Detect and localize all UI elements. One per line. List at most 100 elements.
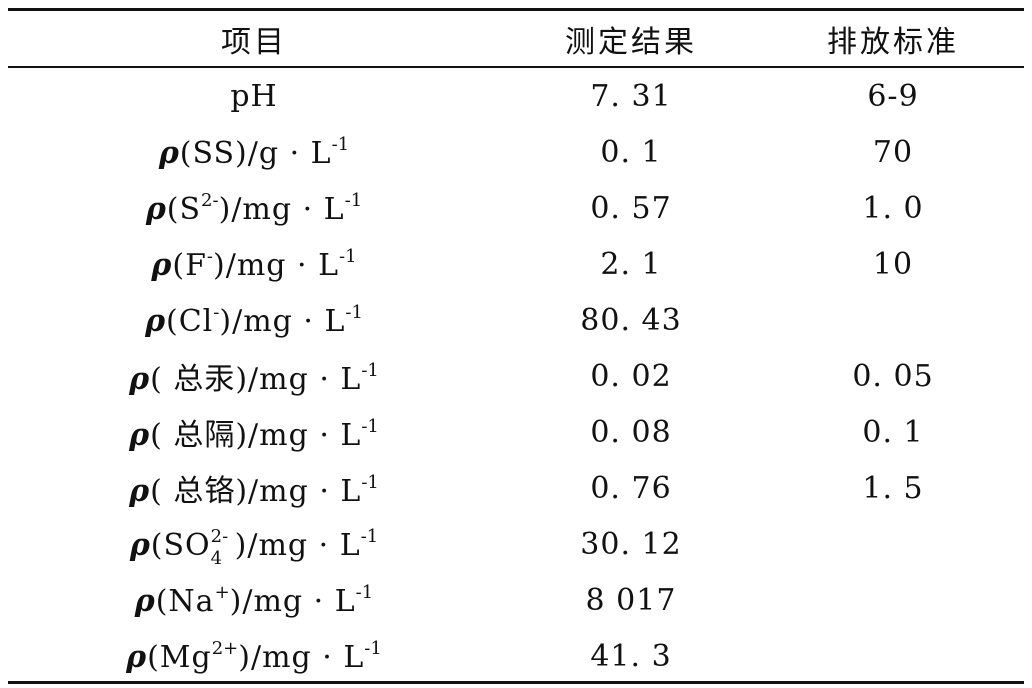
table-row: ρ( 总隔)/mg · L-1 0. 08 0. 1 bbox=[8, 404, 1024, 460]
table-row: ρ(Mg2+)/mg · L-1 41. 3 bbox=[8, 628, 1024, 684]
table-bottom-rule bbox=[8, 681, 1024, 684]
species-close: ) bbox=[213, 247, 226, 283]
unit-label: /mg · L bbox=[242, 583, 356, 619]
species-label: (Cl bbox=[166, 303, 214, 339]
standard-cell bbox=[762, 572, 1024, 628]
item-cell: ρ(F-)/mg · L-1 bbox=[8, 236, 500, 292]
standard-cell: 1. 0 bbox=[862, 190, 924, 226]
standard-cell bbox=[762, 516, 1024, 572]
table-row: ρ( 总铬)/mg · L-1 0. 76 1. 5 bbox=[8, 460, 1024, 516]
species-label: ( 总隔) bbox=[150, 418, 249, 453]
unit-label: /g · L bbox=[247, 135, 332, 171]
table-row: ρ(Na+)/mg · L-1 8 017 bbox=[8, 572, 1024, 628]
data-table: 项目 测定结果 排放标准 pH 7. 31 6-9 ρ(SS)/g · L-1 0. 1… bbox=[8, 11, 1024, 684]
result-cell: 8 017 bbox=[585, 582, 677, 618]
unit-label: /mg · L bbox=[247, 527, 361, 563]
result-cell: 0. 1 bbox=[600, 134, 662, 170]
standard-cell: 70 bbox=[872, 134, 914, 170]
density-symbol: ρ bbox=[129, 527, 151, 563]
water-quality-table: 项目 测定结果 排放标准 pH 7. 31 6-9 ρ(SS)/g · L-1 0. 1… bbox=[8, 8, 1024, 684]
unit-label: /mg · L bbox=[248, 362, 362, 397]
density-symbol: ρ bbox=[129, 362, 151, 397]
density-symbol: ρ bbox=[145, 303, 167, 339]
table-row: pH 7. 31 6-9 bbox=[8, 66, 1024, 124]
standard-cell: 0. 1 bbox=[862, 414, 924, 450]
charge-and-count: 2- 4 bbox=[211, 526, 235, 569]
species-label: (Mg bbox=[147, 639, 212, 675]
unit-label: /mg · L bbox=[232, 303, 346, 339]
result-cell: 0. 76 bbox=[590, 470, 672, 506]
table-header-row: 项目 测定结果 排放标准 bbox=[8, 11, 1024, 66]
item-cell: ρ(Mg2+)/mg · L-1 bbox=[8, 628, 500, 684]
ion-charge: 2+ bbox=[211, 637, 239, 659]
item-cell: ρ(Cl-)/mg · L-1 bbox=[8, 292, 500, 348]
unit-exponent: -1 bbox=[339, 245, 357, 267]
item-cell: ρ(S2-)/mg · L-1 bbox=[8, 180, 500, 236]
species-label: ( 总汞) bbox=[150, 362, 249, 397]
unit-exponent: -1 bbox=[331, 133, 350, 155]
result-cell: 0. 02 bbox=[590, 358, 672, 394]
species-label: (Na bbox=[155, 583, 215, 619]
species-close: ) bbox=[219, 303, 233, 339]
table-row: ρ(S2-)/mg · L-1 0. 57 1. 0 bbox=[8, 180, 1024, 236]
species-close: ) bbox=[229, 583, 243, 619]
result-cell: 0. 08 bbox=[590, 414, 672, 450]
table-row: ρ(SO 2- 4)/mg · L-1 30. 12 bbox=[8, 516, 1024, 572]
unit-label: /mg · L bbox=[225, 247, 340, 283]
ion-charge: + bbox=[214, 581, 230, 603]
ion-charge: 2- bbox=[201, 189, 219, 211]
species-label: pH bbox=[230, 78, 278, 114]
unit-exponent: -1 bbox=[360, 525, 379, 547]
item-cell: ρ(SS)/g · L-1 bbox=[8, 124, 500, 180]
density-symbol: ρ bbox=[158, 135, 180, 171]
unit-label: /mg · L bbox=[248, 418, 362, 453]
result-cell: 0. 57 bbox=[590, 190, 672, 226]
item-cell: ρ(Na+)/mg · L-1 bbox=[8, 572, 500, 628]
table-row: ρ( 总汞)/mg · L-1 0. 02 0. 05 bbox=[8, 348, 1024, 404]
table-row: ρ(Cl-)/mg · L-1 80. 43 bbox=[8, 292, 1024, 348]
standard-cell bbox=[762, 628, 1024, 684]
result-cell: 30. 12 bbox=[580, 526, 682, 562]
ion-charge: - bbox=[206, 245, 213, 267]
species-label: (SO bbox=[150, 527, 211, 563]
unit-exponent: -1 bbox=[361, 360, 379, 381]
table-row: ρ(SS)/g · L-1 0. 1 70 bbox=[8, 124, 1024, 180]
unit-exponent: -1 bbox=[355, 581, 374, 603]
standard-cell: 6-9 bbox=[867, 78, 919, 114]
item-cell: pH bbox=[8, 66, 500, 124]
unit-label: /mg · L bbox=[251, 639, 365, 675]
standard-cell: 1. 5 bbox=[862, 470, 924, 506]
result-cell: 2. 1 bbox=[600, 246, 662, 282]
species-close: ) bbox=[238, 639, 251, 675]
standard-cell: 0. 05 bbox=[852, 358, 934, 394]
species-label: (F bbox=[172, 247, 207, 283]
unit-exponent: -1 bbox=[344, 189, 363, 211]
column-header-item: 项目 bbox=[221, 24, 287, 60]
ion-charge: - bbox=[213, 301, 220, 323]
item-cell: ρ(SO 2- 4)/mg · L-1 bbox=[8, 516, 500, 572]
item-cell: ρ( 总汞)/mg · L-1 bbox=[8, 348, 500, 404]
unit-exponent: -1 bbox=[364, 637, 382, 659]
column-header-standard: 排放标准 bbox=[827, 24, 959, 60]
result-cell: 80. 43 bbox=[580, 302, 682, 338]
species-label: (S bbox=[166, 191, 202, 227]
unit-label: /mg · L bbox=[231, 191, 345, 227]
atom-count: 4 bbox=[210, 547, 223, 569]
table-top-rule bbox=[8, 8, 1024, 11]
density-symbol: ρ bbox=[151, 247, 173, 283]
column-header-result: 测定结果 bbox=[565, 24, 697, 60]
unit-exponent: -1 bbox=[361, 472, 379, 493]
unit-exponent: -1 bbox=[345, 301, 363, 323]
density-symbol: ρ bbox=[129, 418, 151, 453]
density-symbol: ρ bbox=[129, 474, 151, 509]
standard-cell bbox=[762, 292, 1024, 348]
table-body: pH 7. 31 6-9 ρ(SS)/g · L-1 0. 1 70 ρ(S2-)/mg ·… bbox=[8, 66, 1024, 684]
unit-label: /mg · L bbox=[248, 474, 362, 509]
result-cell: 41. 3 bbox=[590, 638, 672, 674]
item-cell: ρ( 总铬)/mg · L-1 bbox=[8, 460, 500, 516]
density-symbol: ρ bbox=[126, 639, 148, 675]
standard-cell: 10 bbox=[872, 246, 914, 282]
species-close: ) bbox=[218, 191, 232, 227]
table-header-rule bbox=[8, 66, 1024, 68]
density-symbol: ρ bbox=[145, 191, 167, 227]
